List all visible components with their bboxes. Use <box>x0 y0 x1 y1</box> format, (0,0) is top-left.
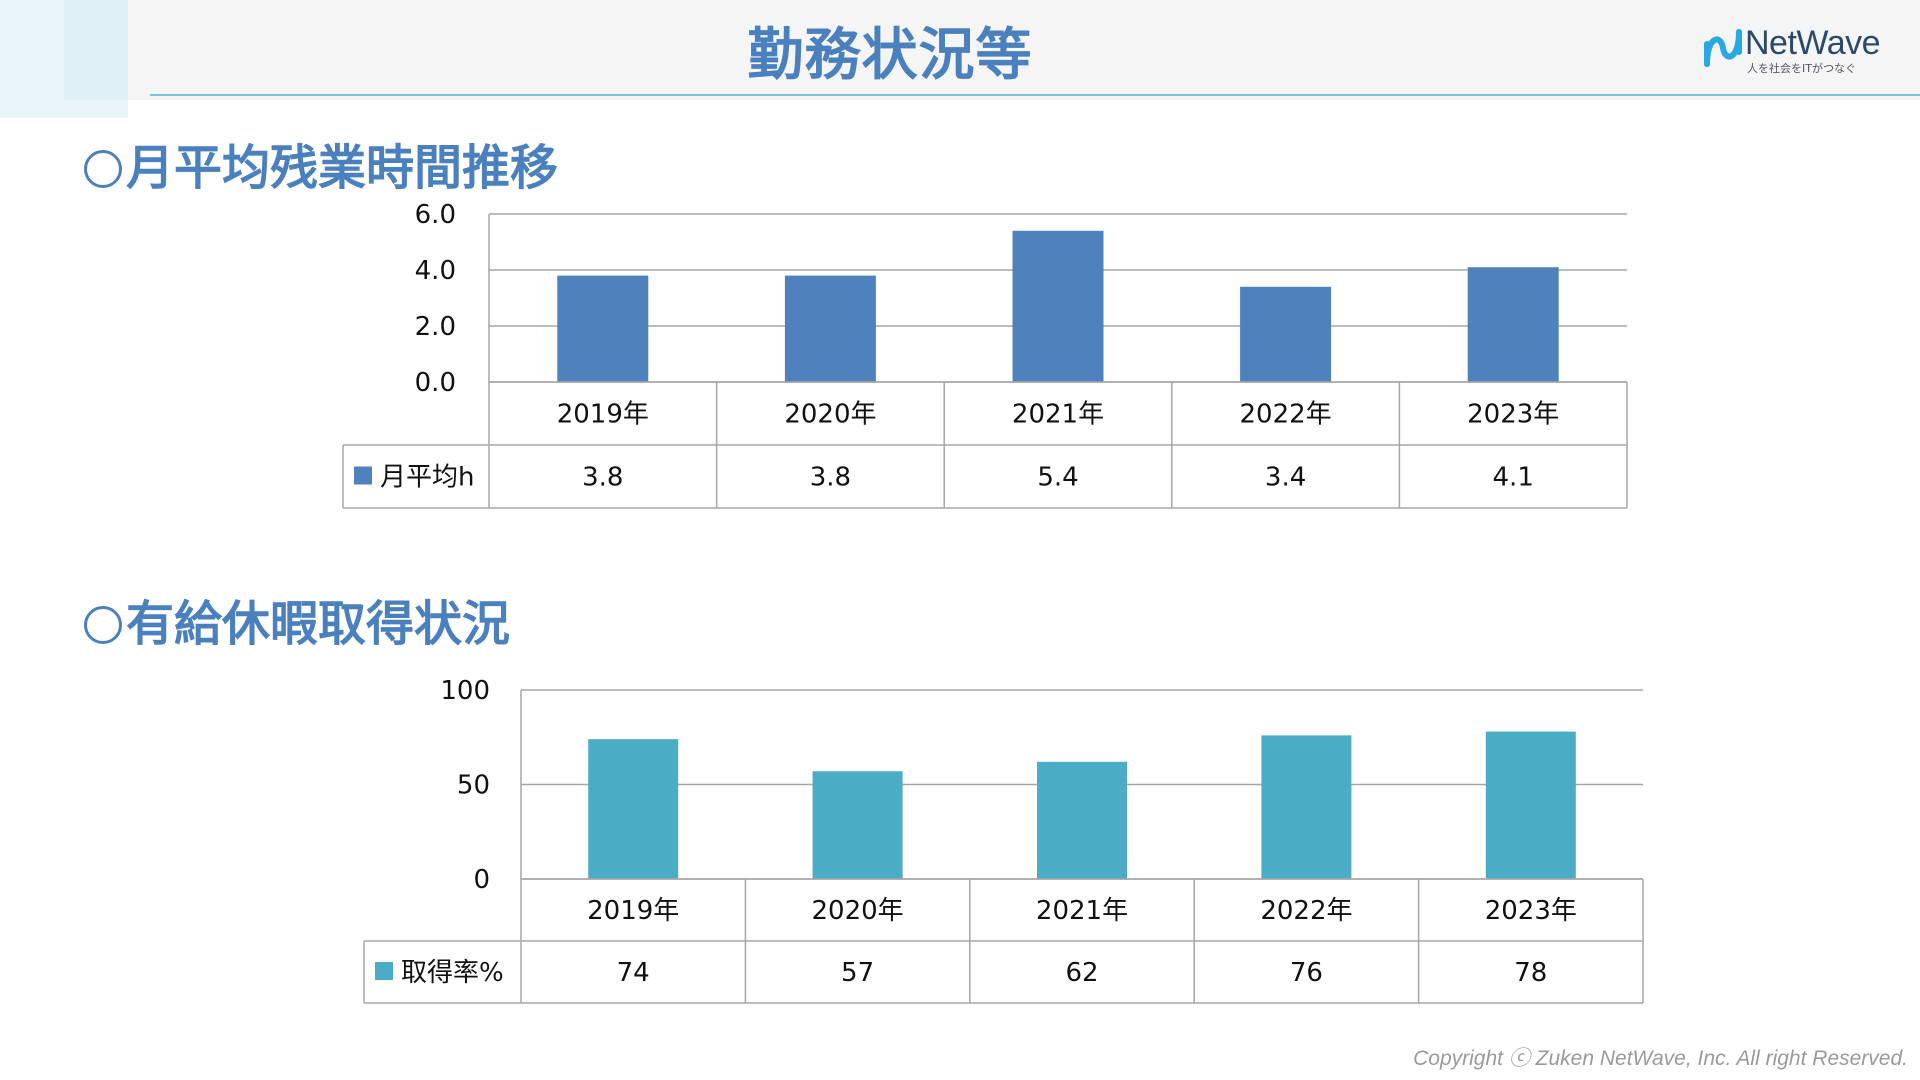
section-title-overtime-text: 月平均残業時間推移 <box>126 140 559 196</box>
overtime-category-label: 2020年 <box>784 400 876 430</box>
overtime-y-tick-label: 4.0 <box>415 256 456 286</box>
leave-y-tick-label: 50 <box>457 771 490 801</box>
circle-bullet-icon <box>84 606 122 644</box>
leave-category-label: 2023年 <box>1485 896 1577 926</box>
section-title-overtime: 月平均残業時間推移 <box>84 128 558 198</box>
overtime-y-tick-label: 6.0 <box>415 200 456 230</box>
overtime-bar <box>557 275 649 382</box>
leave-bar <box>812 771 903 879</box>
leave-bar <box>1037 761 1127 879</box>
logo-text: NetWave <box>1745 24 1881 62</box>
company-logo: NetWave 人を社会をITがつなぐ <box>1701 24 1906 76</box>
leave-value-label: 57 <box>841 958 874 988</box>
logo-tagline: 人を社会をITがつなぐ <box>1747 62 1856 75</box>
netwave-logo-icon <box>1704 29 1742 67</box>
overtime-value-label: 4.1 <box>1493 463 1534 493</box>
overtime-category-label: 2022年 <box>1240 400 1332 430</box>
overtime-value-label: 5.4 <box>1037 463 1078 493</box>
overtime-bar <box>1012 230 1104 382</box>
copyright-footer: Copyright ⓒ Zuken NetWave, Inc. All righ… <box>1413 1047 1908 1070</box>
leave-legend-swatch <box>375 962 393 980</box>
leave-value-label: 62 <box>1065 958 1098 988</box>
header-divider <box>150 94 1920 96</box>
leave-y-tick-label: 100 <box>440 676 490 706</box>
overtime-y-tick-label: 0.0 <box>415 368 456 398</box>
leave-value-label: 76 <box>1290 958 1323 988</box>
circle-bullet-icon <box>84 150 122 188</box>
overtime-category-label: 2023年 <box>1467 400 1559 430</box>
overtime-bar <box>1240 286 1332 382</box>
page-title: 勤務状況等 <box>747 23 1033 88</box>
overtime-category-label: 2019年 <box>557 400 649 430</box>
leave-category-label: 2022年 <box>1260 896 1352 926</box>
leave-value-label: 74 <box>617 958 650 988</box>
leave-legend-label: 取得率% <box>401 958 504 988</box>
leave-category-label: 2020年 <box>812 896 904 926</box>
section-title-leave: 有給休暇取得状況 <box>84 584 510 654</box>
overtime-value-label: 3.8 <box>582 463 623 493</box>
overtime-legend-label: 月平均h <box>380 463 474 493</box>
overtime-y-tick-label: 2.0 <box>415 312 456 342</box>
overtime-legend-swatch <box>354 466 372 485</box>
leave-category-label: 2021年 <box>1036 896 1128 926</box>
leave-bar <box>588 739 679 879</box>
leave-y-tick-label: 0 <box>473 865 490 895</box>
header-band <box>0 0 1920 100</box>
overtime-bar <box>1467 267 1559 382</box>
overtime-value-label: 3.8 <box>810 463 851 493</box>
section-title-leave-text: 有給休暇取得状況 <box>126 596 511 652</box>
corner-decoration-inner <box>64 0 128 100</box>
leave-category-label: 2019年 <box>587 896 679 926</box>
leave-value-label: 78 <box>1514 958 1547 988</box>
leave-bar <box>1485 731 1576 879</box>
overtime-bar <box>784 275 876 382</box>
overtime-value-label: 3.4 <box>1265 463 1306 493</box>
overtime-category-label: 2021年 <box>1012 400 1104 430</box>
leave-bar <box>1261 735 1352 879</box>
